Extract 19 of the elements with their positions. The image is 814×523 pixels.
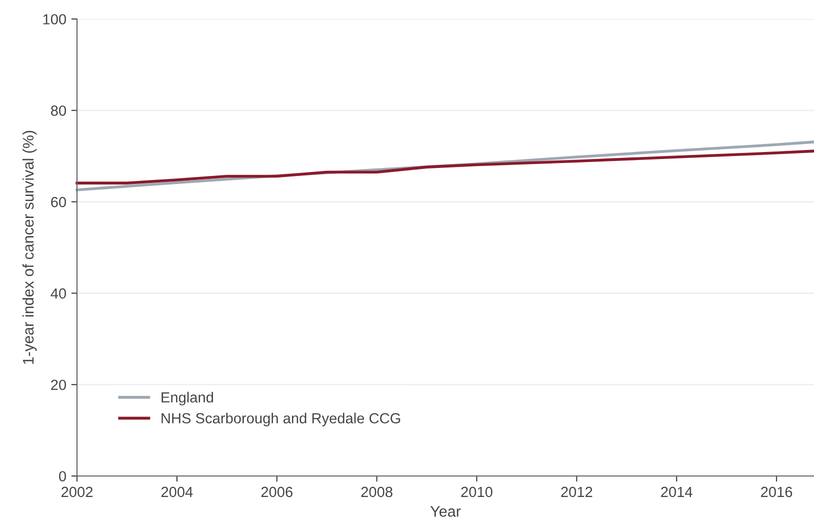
x-tick-label: 2008: [361, 486, 392, 498]
x-tick-label: 2016: [761, 486, 792, 498]
x-tick-label: 2010: [461, 486, 492, 498]
y-axis-title: 1-year index of cancer survival (%): [22, 130, 37, 364]
y-tick-label: 40: [50, 288, 66, 299]
x-tick-label: 2002: [62, 486, 92, 498]
x-tick-label: 2014: [661, 486, 692, 498]
y-tick-label: 80: [50, 106, 66, 116]
legend-label: NHS Scarborough and Ryedale CCG: [162, 412, 400, 426]
x-tick-label: 2006: [261, 486, 292, 498]
x-axis-title: Year: [430, 506, 461, 517]
x-tick-label: 2012: [561, 486, 592, 498]
y-tick-label: 100: [43, 14, 66, 24]
x-tick-label: 2004: [161, 486, 193, 498]
line-series: [76, 150, 814, 184]
legend-label: England: [162, 392, 214, 406]
y-tick-label: 20: [51, 380, 66, 390]
y-tick-label: 0: [59, 471, 66, 482]
y-tick-label: 60: [51, 196, 66, 208]
